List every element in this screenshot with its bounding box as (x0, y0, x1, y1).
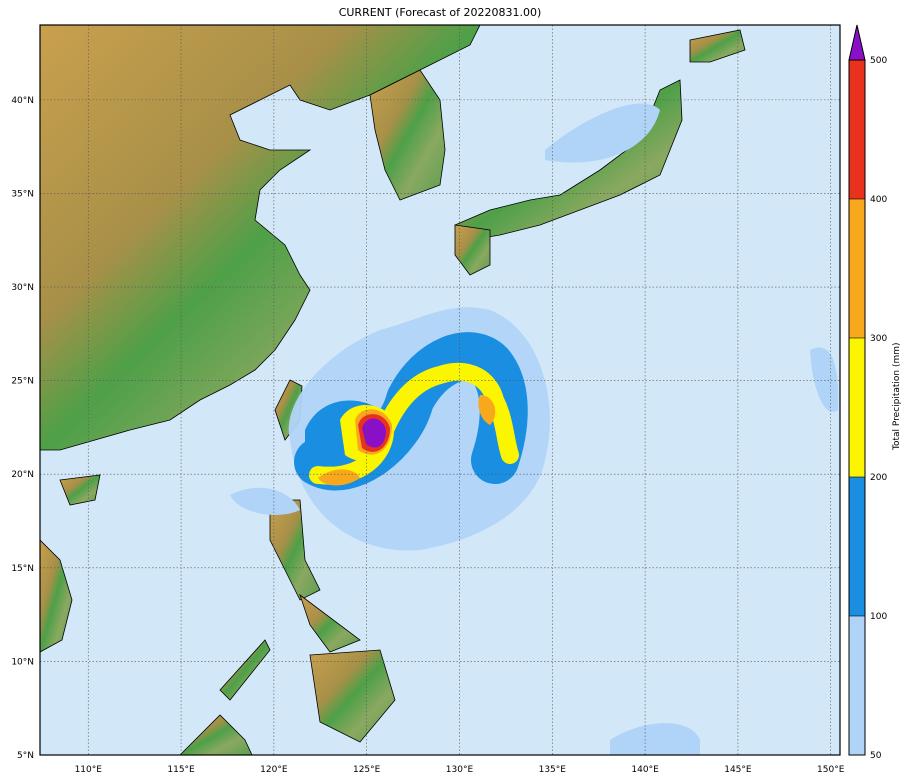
colorbar-segment (849, 60, 865, 199)
lon-tick-label: 130°E (446, 765, 474, 775)
lon-tick-label: 140°E (631, 765, 659, 775)
colorbar-segment (849, 338, 865, 477)
colorbar-segment (849, 199, 865, 338)
land (40, 25, 746, 755)
axis-ticks: 110°E 115°E 120°E 125°E 130°E 135°E 140°E 145°E… (11, 96, 844, 775)
colorbar-tick-label: 100 (870, 612, 887, 622)
lat-tick-label: 40°N (11, 96, 34, 106)
precip-300-400 (318, 469, 360, 486)
lat-tick-label: 20°N (11, 470, 34, 480)
colorbar-segment (849, 616, 865, 755)
land-luzon (269, 499, 321, 601)
map-title: CURRENT (Forecast of 20220831.00) (338, 6, 542, 19)
graticule (40, 25, 840, 755)
colorbar-tick-label: 200 (870, 473, 887, 483)
land-korea (369, 69, 446, 201)
precip-over-500 (362, 418, 386, 448)
lat-tick-label: 10°N (11, 657, 34, 667)
land-hokkaido (689, 29, 746, 63)
lon-tick-label: 110°E (75, 765, 103, 775)
land-palawan (219, 639, 271, 701)
precipitation-contours (230, 103, 839, 755)
land-kyushu (454, 224, 491, 276)
colorbar-label: Total Precipitation (mm) (892, 342, 902, 450)
land-mindanao (309, 649, 396, 743)
map-frame (39, 24, 841, 756)
lat-tick-label: 35°N (11, 189, 34, 199)
colorbar-tick-label: 300 (870, 334, 887, 344)
lon-tick-label: 135°E (539, 765, 567, 775)
colorbar: 50 100 200 300 400 500 (848, 24, 887, 761)
lon-tick-label: 150°E (817, 765, 845, 775)
lon-tick-label: 145°E (724, 765, 752, 775)
lat-tick-label: 30°N (11, 283, 34, 293)
lat-tick-label: 15°N (11, 564, 34, 574)
land-asia-mainland (40, 25, 481, 451)
colorbar-tick-label: 50 (870, 751, 882, 761)
lat-tick-label: 5°N (17, 751, 34, 761)
colorbar-tick-label: 400 (870, 195, 887, 205)
colorbar-extend-triangle (848, 24, 866, 61)
lon-tick-label: 120°E (260, 765, 288, 775)
colorbar-segment (849, 477, 865, 616)
lon-tick-label: 125°E (353, 765, 381, 775)
land-borneo (179, 714, 253, 755)
lon-tick-label: 115°E (167, 765, 195, 775)
colorbar-tick-label: 500 (870, 56, 887, 66)
land-hainan (59, 474, 101, 506)
land-visayas (299, 593, 361, 653)
lat-tick-label: 25°N (11, 377, 34, 387)
